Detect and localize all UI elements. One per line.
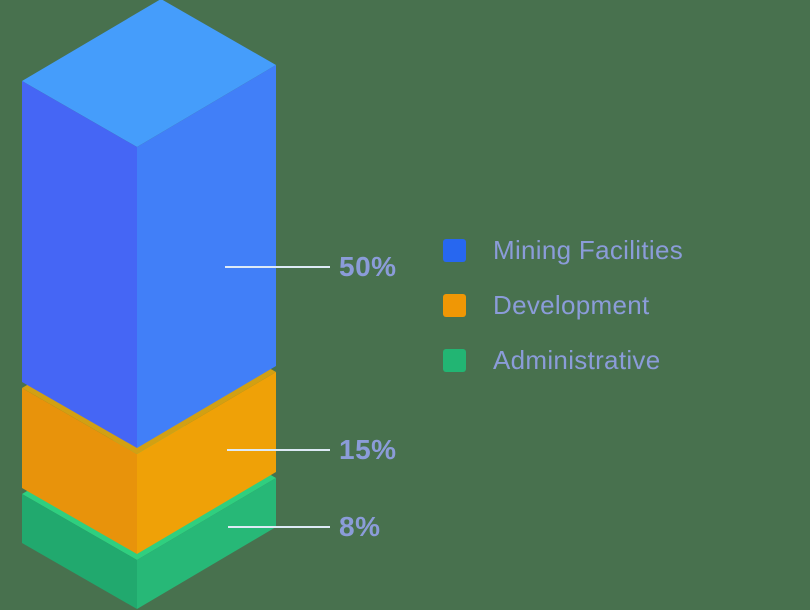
legend-item-administrative: Administrative	[443, 345, 683, 375]
percent-label-administrative: 8%	[339, 511, 381, 542]
legend-label: Administrative	[493, 344, 661, 375]
legend-label: Mining Facilities	[493, 234, 684, 265]
legend-swatch-mining-facilities	[443, 238, 466, 262]
segment-1-right-face	[137, 372, 276, 554]
legend-item-development: Development	[443, 290, 683, 320]
segment-2-right-face	[137, 478, 276, 609]
segment-0-right-face	[137, 65, 276, 448]
percent-label-mining-facilities: 50%	[339, 251, 397, 282]
legend: Mining Facilities Development Administra…	[443, 235, 683, 375]
percent-label-development: 15%	[339, 434, 397, 465]
segment-2-left-face	[22, 494, 137, 609]
legend-label: Development	[493, 289, 650, 320]
legend-swatch-administrative	[443, 348, 466, 372]
legend-swatch-development	[443, 293, 466, 317]
segment-0-left-face	[22, 81, 137, 448]
segment-1-left-face	[22, 388, 137, 554]
segment-0-top-face	[22, 0, 276, 147]
legend-item-mining-facilities: Mining Facilities	[443, 235, 683, 265]
